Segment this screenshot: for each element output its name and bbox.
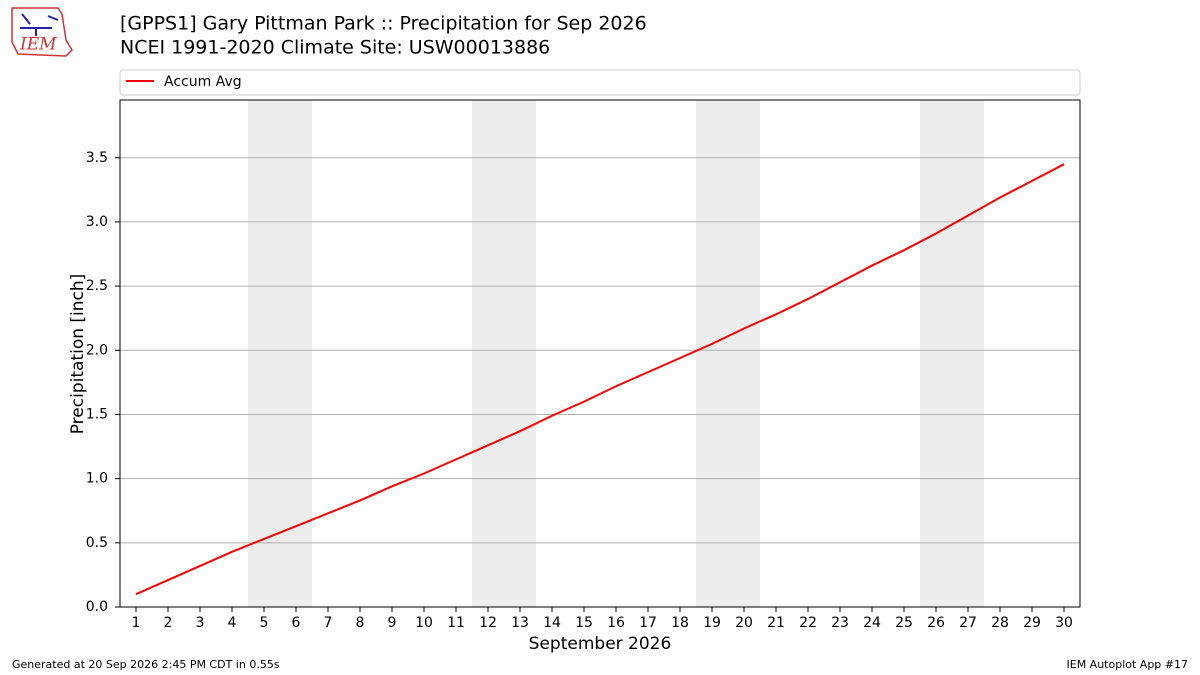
x-tick-label: 20 <box>735 615 753 631</box>
legend-box <box>119 69 1081 96</box>
x-tick-label: 21 <box>767 615 785 631</box>
weekend-shade <box>248 100 312 607</box>
x-tick-label: 9 <box>388 615 397 631</box>
data-line <box>135 163 1065 596</box>
y-tick-label: 0.0 <box>86 599 108 615</box>
y-tick-label: 3.0 <box>86 214 108 230</box>
x-tick-label: 14 <box>543 615 561 631</box>
x-tick-label: 2 <box>164 615 173 631</box>
x-tick-label: 29 <box>1023 615 1041 631</box>
x-tick-label: 12 <box>479 615 497 631</box>
legend-label: Accum Avg <box>164 74 242 90</box>
footer-right: IEM Autoplot App #17 <box>1067 658 1189 671</box>
y-tick-label: 3.5 <box>86 150 108 166</box>
weekend-shade <box>920 100 984 607</box>
x-tick-label: 18 <box>671 615 689 631</box>
x-tick-label: 5 <box>260 615 269 631</box>
y-axis-label: Precipitation [inch] <box>68 274 88 435</box>
weekend-shade <box>696 100 760 607</box>
x-tick-label: 7 <box>324 615 333 631</box>
x-tick-label: 10 <box>415 615 433 631</box>
x-tick-label: 15 <box>575 615 593 631</box>
y-tick-label: 0.5 <box>86 535 108 551</box>
x-tick-label: 27 <box>959 615 977 631</box>
x-tick-label: 17 <box>639 615 657 631</box>
x-tick-label: 25 <box>895 615 913 631</box>
x-tick-label: 8 <box>356 615 365 631</box>
x-tick-label: 4 <box>228 615 237 631</box>
x-tick-label: 13 <box>511 615 529 631</box>
x-tick-label: 6 <box>292 615 301 631</box>
x-tick-label: 1 <box>132 615 141 631</box>
y-tick-label: 2.0 <box>86 342 108 358</box>
y-tick-label: 1.5 <box>86 406 108 422</box>
x-axis-label: September 2026 <box>529 634 672 654</box>
x-tick-label: 19 <box>703 615 721 631</box>
chart-subtitle: NCEI 1991-2020 Climate Site: USW00013886 <box>120 37 550 59</box>
y-tick-label: 2.5 <box>86 278 108 294</box>
footer-left: Generated at 20 Sep 2026 2:45 PM CDT in … <box>12 658 280 671</box>
x-tick-label: 23 <box>831 615 849 631</box>
weekend-shade <box>472 100 536 607</box>
logo-text: IEM <box>19 35 57 55</box>
chart-title: [GPPS1] Gary Pittman Park :: Precipitati… <box>120 13 647 35</box>
x-tick-label: 3 <box>196 615 205 631</box>
logo-outline <box>11 7 73 57</box>
x-tick-label: 16 <box>607 615 625 631</box>
x-tick-label: 24 <box>863 615 881 631</box>
x-tick-label: 11 <box>447 615 465 631</box>
x-tick-label: 22 <box>799 615 817 631</box>
logo: IEM <box>11 7 73 57</box>
y-tick-label: 1.0 <box>86 471 108 487</box>
x-tick-label: 28 <box>991 615 1009 631</box>
x-tick-label: 26 <box>927 615 945 631</box>
x-tick-label: 30 <box>1055 615 1073 631</box>
plot-frame <box>119 99 1081 608</box>
logo-icon <box>20 13 59 36</box>
